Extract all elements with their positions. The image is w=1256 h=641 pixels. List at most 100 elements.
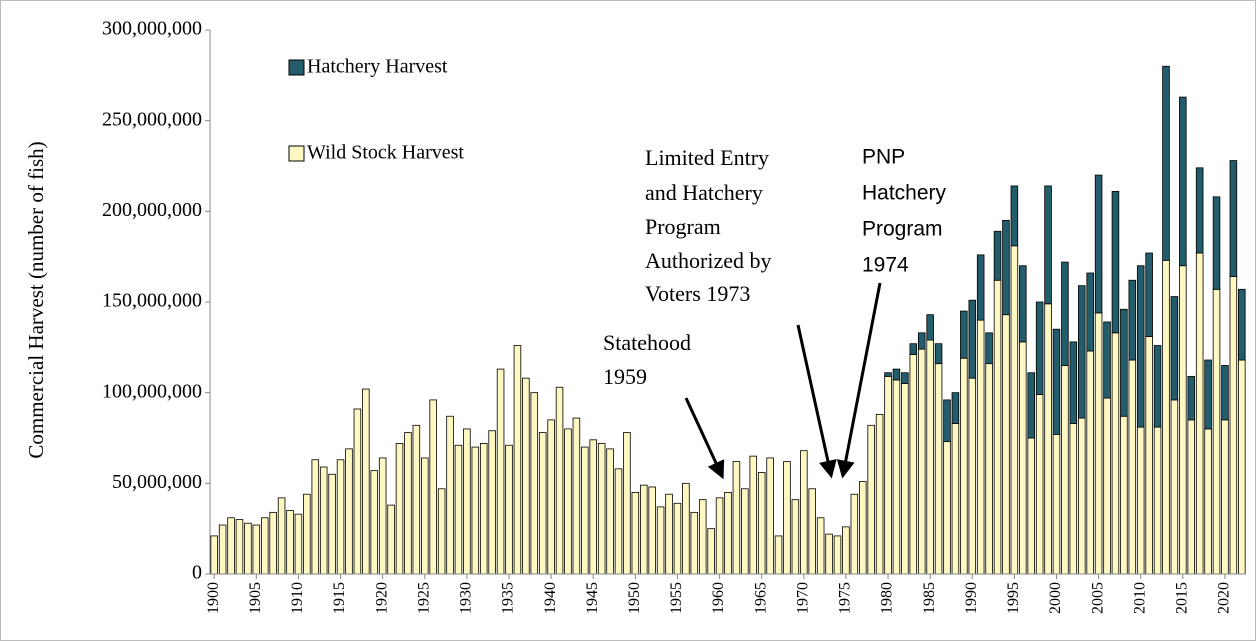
bar	[530, 392, 539, 575]
bar	[1204, 359, 1212, 430]
bar	[260, 517, 269, 575]
y-tick-label: 200,000,000	[102, 199, 202, 221]
annotation-line: Statehood	[603, 330, 691, 355]
bar	[1145, 336, 1153, 575]
bar	[210, 535, 218, 575]
bar	[614, 468, 623, 575]
legend: Hatchery Harvest Wild Stock Harvest	[288, 56, 464, 164]
bar	[345, 448, 353, 575]
y-tick-label: 250,000,000	[102, 108, 202, 130]
bar	[513, 345, 522, 575]
bar	[690, 511, 699, 575]
bar	[1212, 196, 1221, 290]
arrow	[796, 324, 837, 479]
bar	[1103, 321, 1111, 399]
bar	[968, 377, 977, 575]
bar	[858, 481, 867, 575]
bar	[1002, 219, 1010, 316]
bar	[1136, 265, 1145, 428]
bar	[505, 444, 513, 575]
bar	[547, 419, 555, 575]
bar	[926, 314, 934, 341]
y-axis-title: Commercial Harvest (number of fish)	[24, 141, 48, 458]
bar	[1027, 437, 1035, 575]
bar	[943, 441, 951, 575]
bar	[471, 446, 480, 575]
bar	[488, 430, 496, 575]
bar	[909, 343, 918, 355]
bar	[766, 457, 774, 575]
bar	[1136, 426, 1145, 575]
bar	[1195, 252, 1204, 575]
bar	[1212, 288, 1221, 575]
bar	[884, 372, 892, 377]
bar	[1077, 417, 1086, 575]
y-tick-label: 100,000,000	[102, 380, 202, 402]
x-tick-label: 1945	[584, 582, 601, 614]
bar	[244, 522, 252, 575]
bar	[976, 319, 985, 575]
bar	[1120, 308, 1128, 417]
bar	[867, 424, 875, 575]
arrow	[684, 397, 725, 480]
x-tick-label: 1950	[626, 582, 643, 614]
annotation-line: Authorized by	[645, 248, 771, 273]
bar	[454, 444, 463, 575]
bar	[825, 533, 833, 575]
bar	[1086, 350, 1094, 575]
bar	[1153, 345, 1162, 428]
bar	[479, 443, 488, 575]
bar	[800, 450, 808, 575]
x-tick-label: 2010	[1131, 582, 1148, 614]
bar	[303, 493, 311, 575]
bar	[1195, 167, 1204, 254]
bar	[1229, 276, 1238, 575]
annotation-line: 1959	[603, 364, 647, 389]
bar	[227, 517, 235, 575]
bar	[412, 424, 421, 575]
bar	[589, 439, 598, 575]
bar	[538, 432, 547, 575]
annotation-line: 1974	[862, 254, 909, 277]
bar	[328, 473, 336, 575]
bar	[395, 443, 404, 575]
bar	[1061, 365, 1069, 575]
bar	[842, 526, 850, 575]
bar	[673, 502, 682, 575]
annotation-line: Limited Entry	[645, 145, 769, 170]
bar	[1162, 259, 1170, 575]
x-tick-label: 1905	[247, 582, 264, 614]
y-tick-label: 150,000,000	[102, 290, 202, 312]
bar	[597, 443, 606, 575]
bar	[294, 513, 303, 575]
bar	[993, 230, 1002, 281]
bar	[917, 348, 926, 575]
x-tick-label: 1900	[205, 582, 222, 614]
x-tick-label: 1940	[542, 582, 559, 614]
bar	[1052, 328, 1061, 435]
bar	[1179, 265, 1187, 575]
bar	[892, 379, 901, 575]
legend-label: Wild Stock Harvest	[307, 142, 464, 164]
bar	[1010, 245, 1019, 575]
bar	[1069, 423, 1078, 575]
bar	[656, 506, 665, 575]
bar	[901, 383, 909, 575]
bar	[1204, 428, 1212, 575]
bar	[917, 332, 926, 350]
y-tick-label: 0	[192, 562, 202, 584]
bar	[286, 510, 294, 575]
bar	[741, 488, 749, 575]
annotation-line: and Hatchery	[645, 180, 763, 205]
bar	[1221, 419, 1229, 575]
bar	[698, 499, 707, 575]
bar	[732, 461, 741, 575]
bar	[1238, 359, 1246, 575]
bar	[875, 414, 884, 575]
bar	[943, 399, 951, 443]
bar	[774, 535, 783, 575]
bar	[370, 470, 379, 575]
bar	[1077, 285, 1086, 419]
x-tick-label: 2015	[1174, 582, 1191, 614]
bar	[968, 299, 977, 379]
